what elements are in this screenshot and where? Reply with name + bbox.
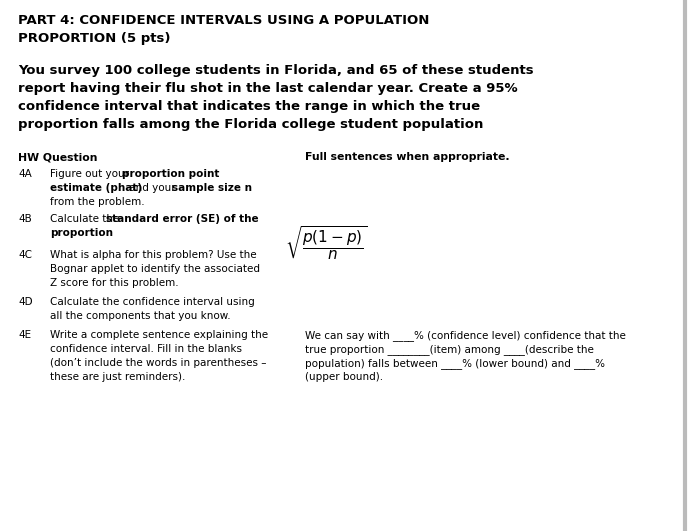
Text: Z score for this problem.: Z score for this problem. bbox=[50, 278, 178, 288]
Text: 4A: 4A bbox=[18, 169, 32, 179]
Text: Full sentences when appropriate.: Full sentences when appropriate. bbox=[305, 152, 510, 162]
Text: proportion point: proportion point bbox=[122, 169, 219, 179]
Text: proportion: proportion bbox=[50, 228, 113, 238]
Text: confidence interval. Fill in the blanks: confidence interval. Fill in the blanks bbox=[50, 344, 242, 354]
Text: .: . bbox=[99, 228, 102, 238]
Text: We can say with ____% (confidence level) confidence that the: We can say with ____% (confidence level)… bbox=[305, 330, 626, 341]
Text: these are just reminders).: these are just reminders). bbox=[50, 372, 186, 382]
Text: What is alpha for this problem? Use the: What is alpha for this problem? Use the bbox=[50, 250, 257, 260]
Text: report having their flu shot in the last calendar year. Create a 95%: report having their flu shot in the last… bbox=[18, 82, 517, 95]
Text: $\sqrt{\dfrac{p(1-p)}{n}}$: $\sqrt{\dfrac{p(1-p)}{n}}$ bbox=[285, 224, 368, 262]
Text: You survey 100 college students in Florida, and 65 of these students: You survey 100 college students in Flori… bbox=[18, 64, 533, 77]
Text: and your: and your bbox=[126, 183, 179, 193]
Text: (don’t include the words in parentheses –: (don’t include the words in parentheses … bbox=[50, 358, 267, 368]
Text: HW Question: HW Question bbox=[18, 152, 97, 162]
Text: standard error (SE) of the: standard error (SE) of the bbox=[106, 214, 258, 224]
Text: sample size n: sample size n bbox=[172, 183, 252, 193]
Text: true proportion ________(item) among ____(describe the: true proportion ________(item) among ___… bbox=[305, 344, 594, 355]
Text: from the problem.: from the problem. bbox=[50, 197, 145, 207]
Text: 4C: 4C bbox=[18, 250, 32, 260]
Text: 4E: 4E bbox=[18, 330, 31, 340]
Text: 4D: 4D bbox=[18, 297, 33, 307]
Text: Figure out your: Figure out your bbox=[50, 169, 132, 179]
Text: estimate (phat): estimate (phat) bbox=[50, 183, 142, 193]
Text: 4B: 4B bbox=[18, 214, 32, 224]
Text: confidence interval that indicates the range in which the true: confidence interval that indicates the r… bbox=[18, 100, 480, 113]
Text: Bognar applet to identify the associated: Bognar applet to identify the associated bbox=[50, 264, 260, 274]
Text: (upper bound).: (upper bound). bbox=[305, 372, 383, 382]
Text: all the components that you know.: all the components that you know. bbox=[50, 311, 230, 321]
Text: Write a complete sentence explaining the: Write a complete sentence explaining the bbox=[50, 330, 268, 340]
Text: proportion falls among the Florida college student population: proportion falls among the Florida colle… bbox=[18, 118, 484, 131]
Text: PROPORTION (5 pts): PROPORTION (5 pts) bbox=[18, 32, 171, 45]
Text: Calculate the confidence interval using: Calculate the confidence interval using bbox=[50, 297, 255, 307]
Text: PART 4: CONFIDENCE INTERVALS USING A POPULATION: PART 4: CONFIDENCE INTERVALS USING A POP… bbox=[18, 14, 429, 27]
Text: population) falls between ____% (lower bound) and ____%: population) falls between ____% (lower b… bbox=[305, 358, 605, 369]
Text: Calculate the: Calculate the bbox=[50, 214, 122, 224]
